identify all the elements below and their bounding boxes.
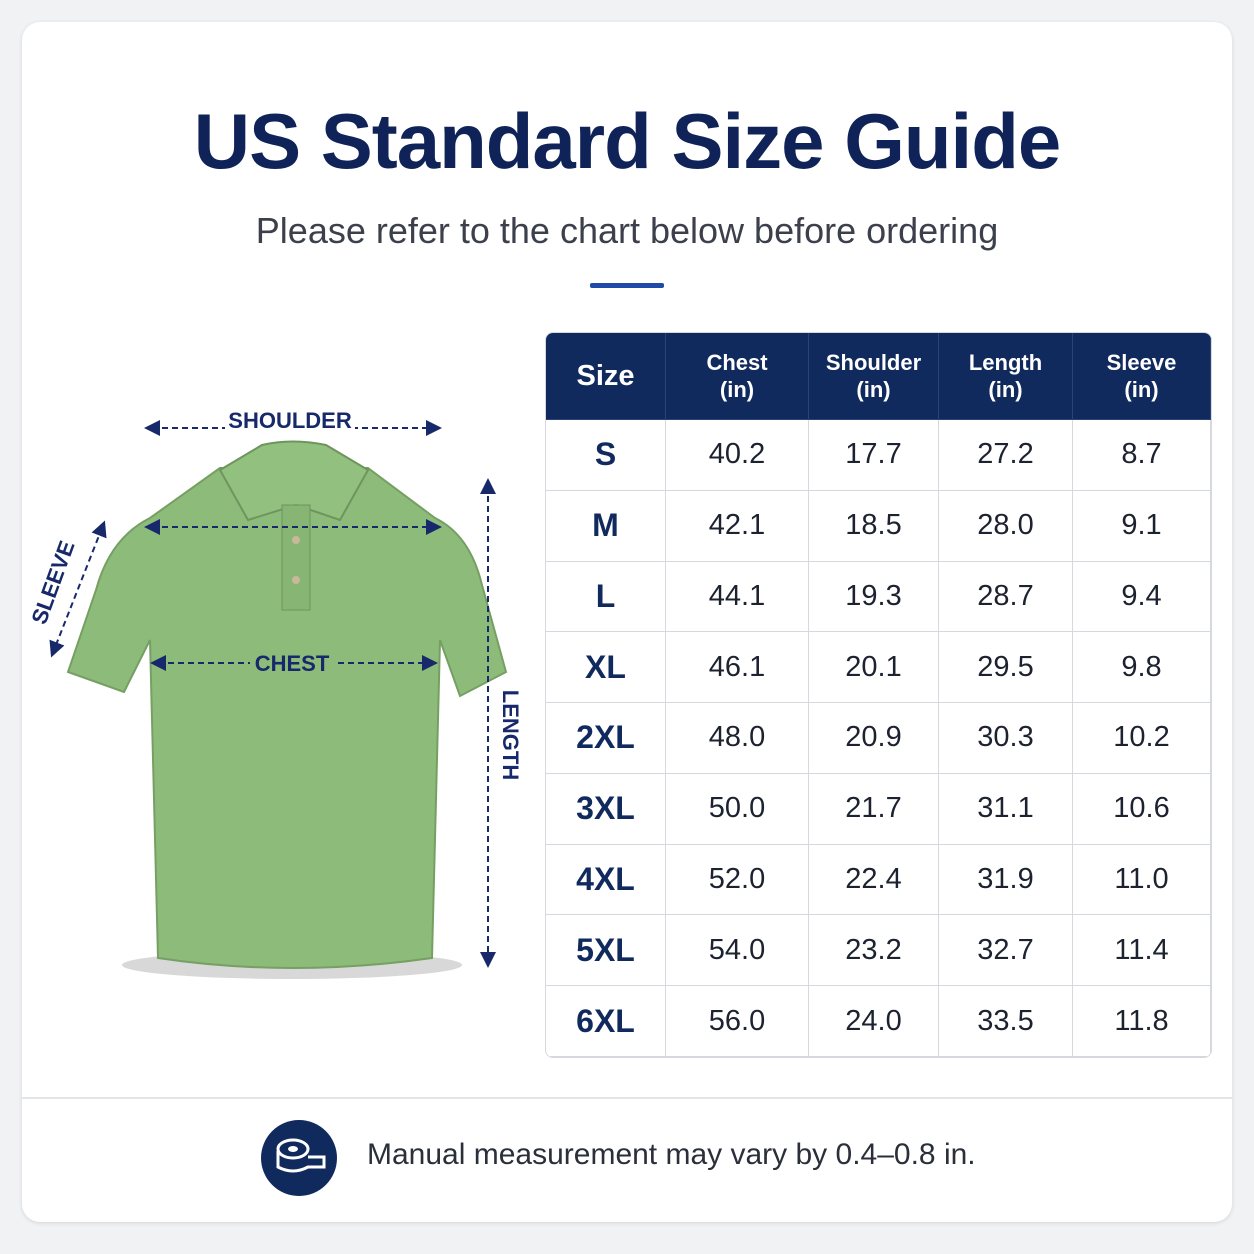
table-cell: 9.1 — [1073, 490, 1211, 562]
table-cell: 6XL — [546, 986, 666, 1057]
table-cell: 24.0 — [809, 986, 939, 1057]
table-cell: 33.5 — [939, 986, 1073, 1057]
table-cell: 44.1 — [666, 561, 809, 633]
table-cell: 8.7 — [1073, 420, 1211, 491]
accent-bar — [590, 283, 664, 288]
header-name: Length — [968, 350, 1043, 375]
table-cell: 11.0 — [1073, 844, 1211, 916]
placket — [281, 504, 311, 611]
header-unit: (in) — [719, 377, 755, 402]
table-cell: 10.2 — [1073, 703, 1211, 774]
table-cell: Size — [546, 333, 666, 420]
table-cell: 20.1 — [809, 632, 939, 704]
header-unit: (in) — [1124, 377, 1159, 402]
table-cell: 29.5 — [939, 632, 1073, 704]
table-cell: 20.9 — [809, 703, 939, 774]
table-cell: 10.6 — [1073, 773, 1211, 845]
table-cell: L — [546, 561, 666, 633]
table-cell: 3XL — [546, 773, 666, 845]
table-cell: 50.0 — [666, 773, 809, 845]
label-bg — [225, 406, 355, 434]
table-cell: Chest (in) — [666, 333, 809, 420]
table-cell: 4XL — [546, 844, 666, 916]
table-cell: 28.7 — [939, 561, 1073, 633]
table-cell: 42.1 — [666, 490, 809, 562]
table-cell: 17.7 — [809, 420, 939, 491]
header-name: Size — [576, 359, 635, 392]
header-name: Chest — [706, 350, 768, 375]
table-cell: 9.8 — [1073, 632, 1211, 704]
length-label: LENGTH — [498, 690, 523, 780]
table-cell: 5XL — [546, 915, 666, 987]
sleeve-line — [49, 520, 107, 658]
table-cell: 52.0 — [666, 844, 809, 916]
table-cell: 11.4 — [1073, 915, 1211, 987]
table-cell: 32.7 — [939, 915, 1073, 987]
table-cell: 56.0 — [666, 986, 809, 1057]
table-cell: 54.0 — [666, 915, 809, 987]
table-cell: 11.8 — [1073, 986, 1211, 1057]
table-cell: 46.1 — [666, 632, 809, 704]
table-cell: 22.4 — [809, 844, 939, 916]
button — [292, 576, 300, 584]
table-cell: XL — [546, 632, 666, 704]
header-name: Shoulder — [825, 350, 922, 375]
shirt-diagram: SHOULDER CHEST LENGTH SLEEVE — [26, 406, 523, 979]
table-cell: M — [546, 490, 666, 562]
table-cell: Length (in) — [939, 333, 1073, 420]
header-name: Sleeve — [1106, 350, 1177, 375]
shoulder-label: SHOULDER — [228, 408, 352, 433]
table-cell: 28.0 — [939, 490, 1073, 562]
divider — [22, 1097, 1232, 1099]
footer-note: Manual measurement may vary by 0.4–0.8 i… — [367, 1138, 976, 1171]
table-cell: 23.2 — [809, 915, 939, 987]
table-cell: 2XL — [546, 703, 666, 774]
table-cell: 31.1 — [939, 773, 1073, 845]
table-cell: 9.4 — [1073, 561, 1211, 633]
chest-label: CHEST — [255, 651, 330, 676]
label-bg — [250, 650, 334, 676]
table-cell: Shoulder (in) — [809, 333, 939, 420]
table-cell: 27.2 — [939, 420, 1073, 491]
size-table: Size Chest (in) Shoulder (in) Length (in) Sleev… — [545, 332, 1212, 1058]
header-unit: (in) — [988, 377, 1023, 402]
tape-icon — [261, 1120, 337, 1196]
sleeve-label: SLEEVE — [26, 537, 79, 627]
header-unit: (in) — [856, 377, 891, 402]
table-cell: 48.0 — [666, 703, 809, 774]
table-cell: 40.2 — [666, 420, 809, 491]
subtitle: Please refer to the chart below before o… — [255, 210, 999, 251]
table-cell: 18.5 — [809, 490, 939, 562]
table-cell: Sleeve (in) — [1073, 333, 1211, 420]
button — [292, 536, 300, 544]
table-cell: 21.7 — [809, 773, 939, 845]
table-cell: 31.9 — [939, 844, 1073, 916]
shirt-body — [66, 467, 508, 969]
table-cell: 30.3 — [939, 703, 1073, 774]
title: US Standard Size Guide — [193, 97, 1062, 185]
table-cell: 19.3 — [809, 561, 939, 633]
table-cell: S — [546, 420, 666, 491]
